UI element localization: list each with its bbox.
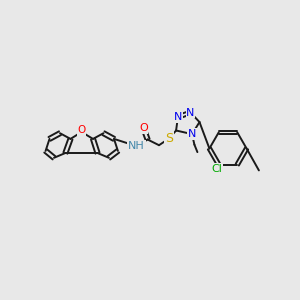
Text: S: S [165,132,173,145]
Text: N: N [186,107,195,118]
Text: O: O [139,123,148,133]
Text: N: N [174,112,182,122]
Text: O: O [77,125,86,136]
Text: NH: NH [128,141,145,151]
Text: N: N [188,129,196,139]
Text: Cl: Cl [212,164,223,174]
